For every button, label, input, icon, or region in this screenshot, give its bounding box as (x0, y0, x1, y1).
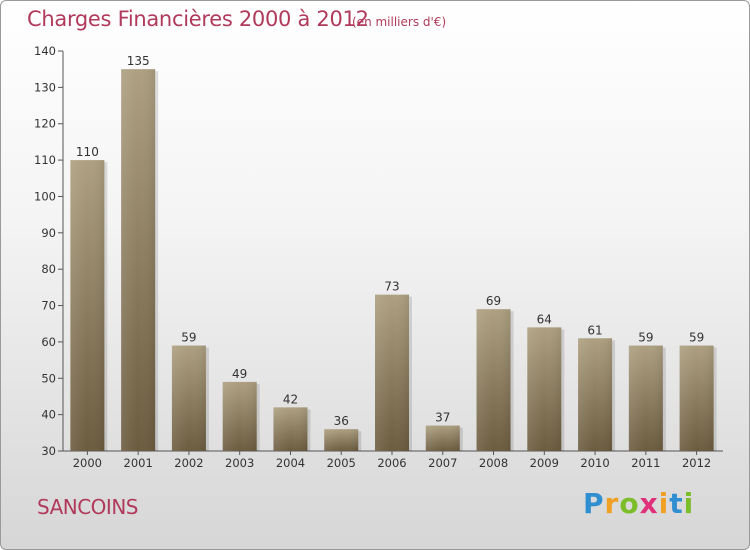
data-label: 61 (587, 323, 602, 337)
data-label: 59 (689, 331, 704, 345)
x-tick-label: 2006 (377, 456, 406, 470)
data-label: 37 (435, 411, 450, 425)
x-tick-label: 2001 (124, 456, 153, 470)
city-name: SANCOINS (37, 495, 138, 519)
x-tick-label: 2004 (276, 456, 305, 470)
bar-shine (425, 425, 460, 451)
bar-shine (527, 327, 562, 451)
data-label: 69 (486, 294, 501, 308)
y-tick-label: 140 (34, 44, 56, 58)
chart-title: Charges Financières 2000 à 2012 (27, 7, 369, 31)
chart-unit: (en milliers d'€) (352, 15, 447, 29)
data-label: 42 (283, 392, 298, 406)
x-tick-label: 2012 (682, 456, 711, 470)
bar-shine (578, 338, 613, 451)
y-tick-label: 110 (34, 153, 56, 167)
bar-shine (171, 345, 206, 451)
bar-shine (628, 345, 663, 451)
bar-shine (70, 160, 105, 451)
data-label: 73 (384, 280, 399, 294)
bar-shine (273, 407, 308, 451)
data-label: 59 (181, 331, 196, 345)
x-tick-label: 2000 (73, 456, 102, 470)
x-tick-label: 2005 (327, 456, 356, 470)
y-tick-label: 50 (41, 371, 56, 385)
bar-shine (679, 345, 714, 451)
data-label: 49 (232, 367, 247, 381)
x-tick-label: 2011 (631, 456, 660, 470)
y-tick-label: 80 (41, 262, 56, 276)
bar-shine (121, 69, 156, 451)
bar-chart: 30 40 50 60 70 80 90 100 110 120 130 140 2000 110 200… (34, 44, 723, 470)
data-label: 135 (127, 54, 150, 68)
data-label: 59 (638, 331, 653, 345)
y-tick-label: 100 (34, 189, 56, 203)
x-tick-label: 2010 (580, 456, 609, 470)
x-tick-label: 2008 (479, 456, 508, 470)
bar-shine (222, 381, 257, 451)
data-label: 64 (537, 312, 552, 326)
bar-shine (324, 429, 359, 451)
y-tick-label: 70 (41, 299, 56, 313)
x-tick-label: 2007 (428, 456, 457, 470)
bar-shine (375, 294, 409, 451)
y-tick-label: 60 (41, 335, 56, 349)
proxiti-logo: Proxiti (583, 487, 695, 520)
data-label: 36 (334, 414, 349, 428)
y-tick-label: 90 (41, 226, 56, 240)
x-tick-label: 2002 (174, 456, 203, 470)
x-tick-label: 2009 (530, 456, 559, 470)
bar-shine (476, 309, 511, 451)
x-tick-label: 2003 (225, 456, 254, 470)
data-label: 110 (76, 145, 99, 159)
y-tick-label: 30 (41, 444, 56, 458)
y-tick-label: 130 (34, 80, 56, 94)
y-tick-label: 40 (41, 408, 56, 422)
y-tick-label: 120 (34, 117, 56, 131)
